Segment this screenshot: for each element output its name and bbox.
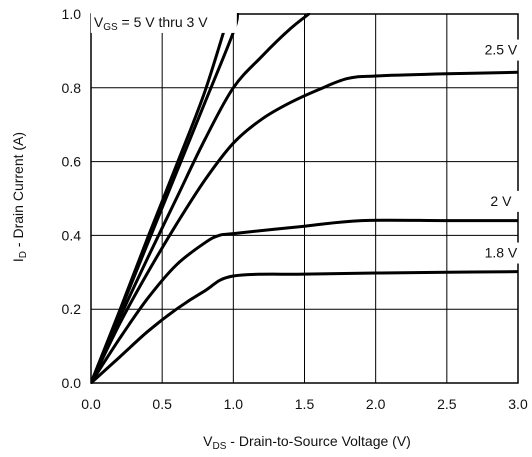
annotation-background: [90, 11, 237, 33]
annotation-label-1: VGS = 5 V thru 3 V: [94, 14, 208, 33]
annotation-main: V: [94, 14, 104, 30]
x-axis-label-rest: - Drain-to-Source Voltage (V): [226, 433, 410, 449]
annotation-main: 1.8 V: [485, 245, 518, 261]
x-tick-label: 2.5: [437, 396, 457, 412]
series-line-5: [91, 218, 518, 384]
y-tick-label: 0.0: [62, 375, 82, 391]
y-axis-label-sub: D: [18, 251, 29, 258]
annotation-sub: GS: [103, 22, 118, 33]
y-tick-label: 0.2: [62, 301, 82, 317]
x-tick-label: 1.0: [224, 396, 244, 412]
x-tick-label: 0.5: [152, 396, 172, 412]
x-axis-label-sub: DS: [213, 441, 227, 452]
y-tick-label: 0.6: [62, 154, 82, 170]
x-tick-label: 2.0: [366, 396, 386, 412]
y-tick-label: 0.4: [62, 227, 82, 243]
annotation-main: 2.5 V: [485, 42, 518, 58]
series-line-4: [91, 70, 518, 384]
x-axis-label: VDS - Drain-to-Source Voltage (V): [203, 433, 411, 452]
y-axis-label-main: I: [10, 258, 26, 262]
curve-annotations: VGS = 5 V thru 3 V 2.5 V 2 V 1.8 V: [90, 11, 524, 264]
y-tick-labels: 0.0 0.2 0.4 0.6 0.8 1.0: [62, 6, 82, 391]
annotation-background: [477, 242, 524, 264]
x-tick-labels: 0.0 0.5 1.0 1.5 2.0 2.5 3.0: [81, 396, 528, 412]
series-line-6: [91, 270, 518, 384]
series-line-3: [91, 13, 311, 384]
x-tick-label: 0.0: [81, 396, 101, 412]
annotation-rest: = 5 V thru 3 V: [118, 14, 209, 30]
y-tick-label: 1.0: [62, 6, 82, 22]
annotation-label-2: 2.5 V: [485, 42, 518, 58]
annotation-background: [477, 39, 524, 61]
annotation-main: 2 V: [490, 193, 512, 209]
annotation-label-3: 2 V: [490, 193, 512, 209]
y-tick-label: 0.8: [62, 80, 82, 96]
y-axis-label: ID - Drain Current (A): [10, 132, 29, 262]
x-tick-label: 1.5: [295, 396, 315, 412]
x-tick-label: 3.0: [508, 396, 528, 412]
annotation-background: [477, 190, 524, 212]
annotation-label-4: 1.8 V: [485, 245, 518, 261]
x-axis-label-main: V: [203, 433, 213, 449]
y-axis-label-rest: - Drain Current (A): [10, 132, 26, 251]
